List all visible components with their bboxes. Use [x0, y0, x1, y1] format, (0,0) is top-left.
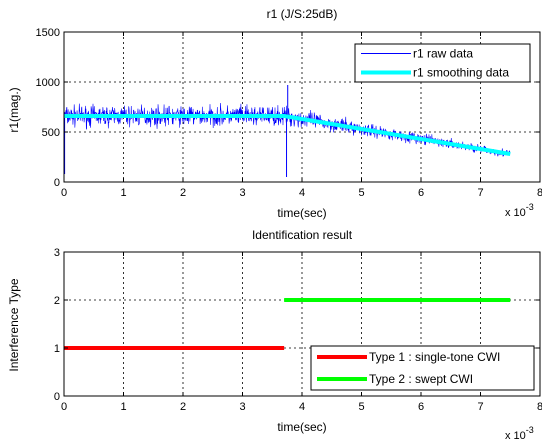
chart-title: Identification result: [252, 228, 353, 242]
x-exponent: x 10-3: [505, 202, 534, 219]
x-tick-label: 0: [61, 187, 67, 199]
y-tick-label: 500: [42, 127, 60, 139]
x-tick-label: 8: [537, 187, 542, 199]
chart-identification: Identification result 0 1 2 3 4 5 6 7 8 0 1 2 3 time…: [7, 228, 542, 442]
legend-box: [354, 43, 531, 83]
y-tick-label: 1: [54, 343, 60, 355]
x-tick-label: 3: [239, 187, 245, 199]
x-axis-label: time(sec): [277, 206, 326, 220]
y-tick-label: 1500: [36, 27, 60, 39]
series-r1-raw-data: [63, 103, 511, 157]
x-tick-label: 4: [299, 401, 305, 413]
legend-label: r1 raw data: [413, 47, 473, 61]
x-tick-label: 0: [61, 401, 67, 413]
chart-raw-smoothing: r1 (J/S:25dB) 0 1 2 3 4 5 6 7 8 0 500 1000 1500 time…: [7, 7, 542, 220]
axis-ticks: 0 1 2 3 4 5 6 7 8 0 500 1000 1500: [36, 27, 542, 199]
axis-ticks: 0 1 2 3 4 5 6 7 8 0 1 2 3: [54, 247, 542, 413]
chart-title: r1 (J/S:25dB): [267, 7, 338, 21]
x-exponent-power: -3: [526, 425, 534, 435]
x-exponent-base: x 10: [505, 430, 526, 442]
plot-area: [63, 85, 511, 177]
x-tick-label: 7: [477, 401, 483, 413]
legend-box: [310, 345, 535, 391]
y-axis-label: Interference Type: [7, 278, 21, 371]
legend: Type 1 : single-tone CWI Type 2 : swept C…: [310, 345, 535, 391]
legend-label: r1 smoothing data: [413, 66, 509, 80]
y-axis-label: r1(mag.): [7, 87, 21, 132]
x-axis-label: time(sec): [277, 420, 326, 434]
x-tick-label: 6: [418, 187, 424, 199]
series-r1-smoothing-data: [64, 114, 511, 156]
x-exponent-power: -3: [526, 202, 534, 212]
x-tick-label: 7: [477, 187, 483, 199]
legend-label: Type 1 : single-tone CWI: [369, 350, 500, 364]
x-tick-label: 1: [120, 401, 126, 413]
x-tick-label: 2: [180, 401, 186, 413]
y-tick-label: 0: [54, 177, 60, 189]
x-tick-label: 3: [239, 401, 245, 413]
x-tick-label: 6: [418, 401, 424, 413]
x-exponent-base: x 10: [505, 207, 526, 219]
x-tick-label: 4: [299, 187, 305, 199]
legend-label: Type 2 : swept CWI: [369, 372, 473, 386]
x-tick-label: 2: [180, 187, 186, 199]
x-tick-label: 5: [358, 401, 364, 413]
plot-area: [64, 298, 511, 350]
x-exponent: x 10-3: [505, 425, 534, 442]
y-tick-label: 3: [54, 247, 60, 259]
x-tick-label: 5: [358, 187, 364, 199]
y-tick-label: 0: [54, 391, 60, 403]
x-tick-label: 8: [537, 401, 542, 413]
y-tick-label: 1000: [36, 77, 60, 89]
legend: r1 raw data r1 smoothing data: [354, 43, 531, 83]
x-tick-label: 1: [120, 187, 126, 199]
y-tick-label: 2: [54, 295, 60, 307]
